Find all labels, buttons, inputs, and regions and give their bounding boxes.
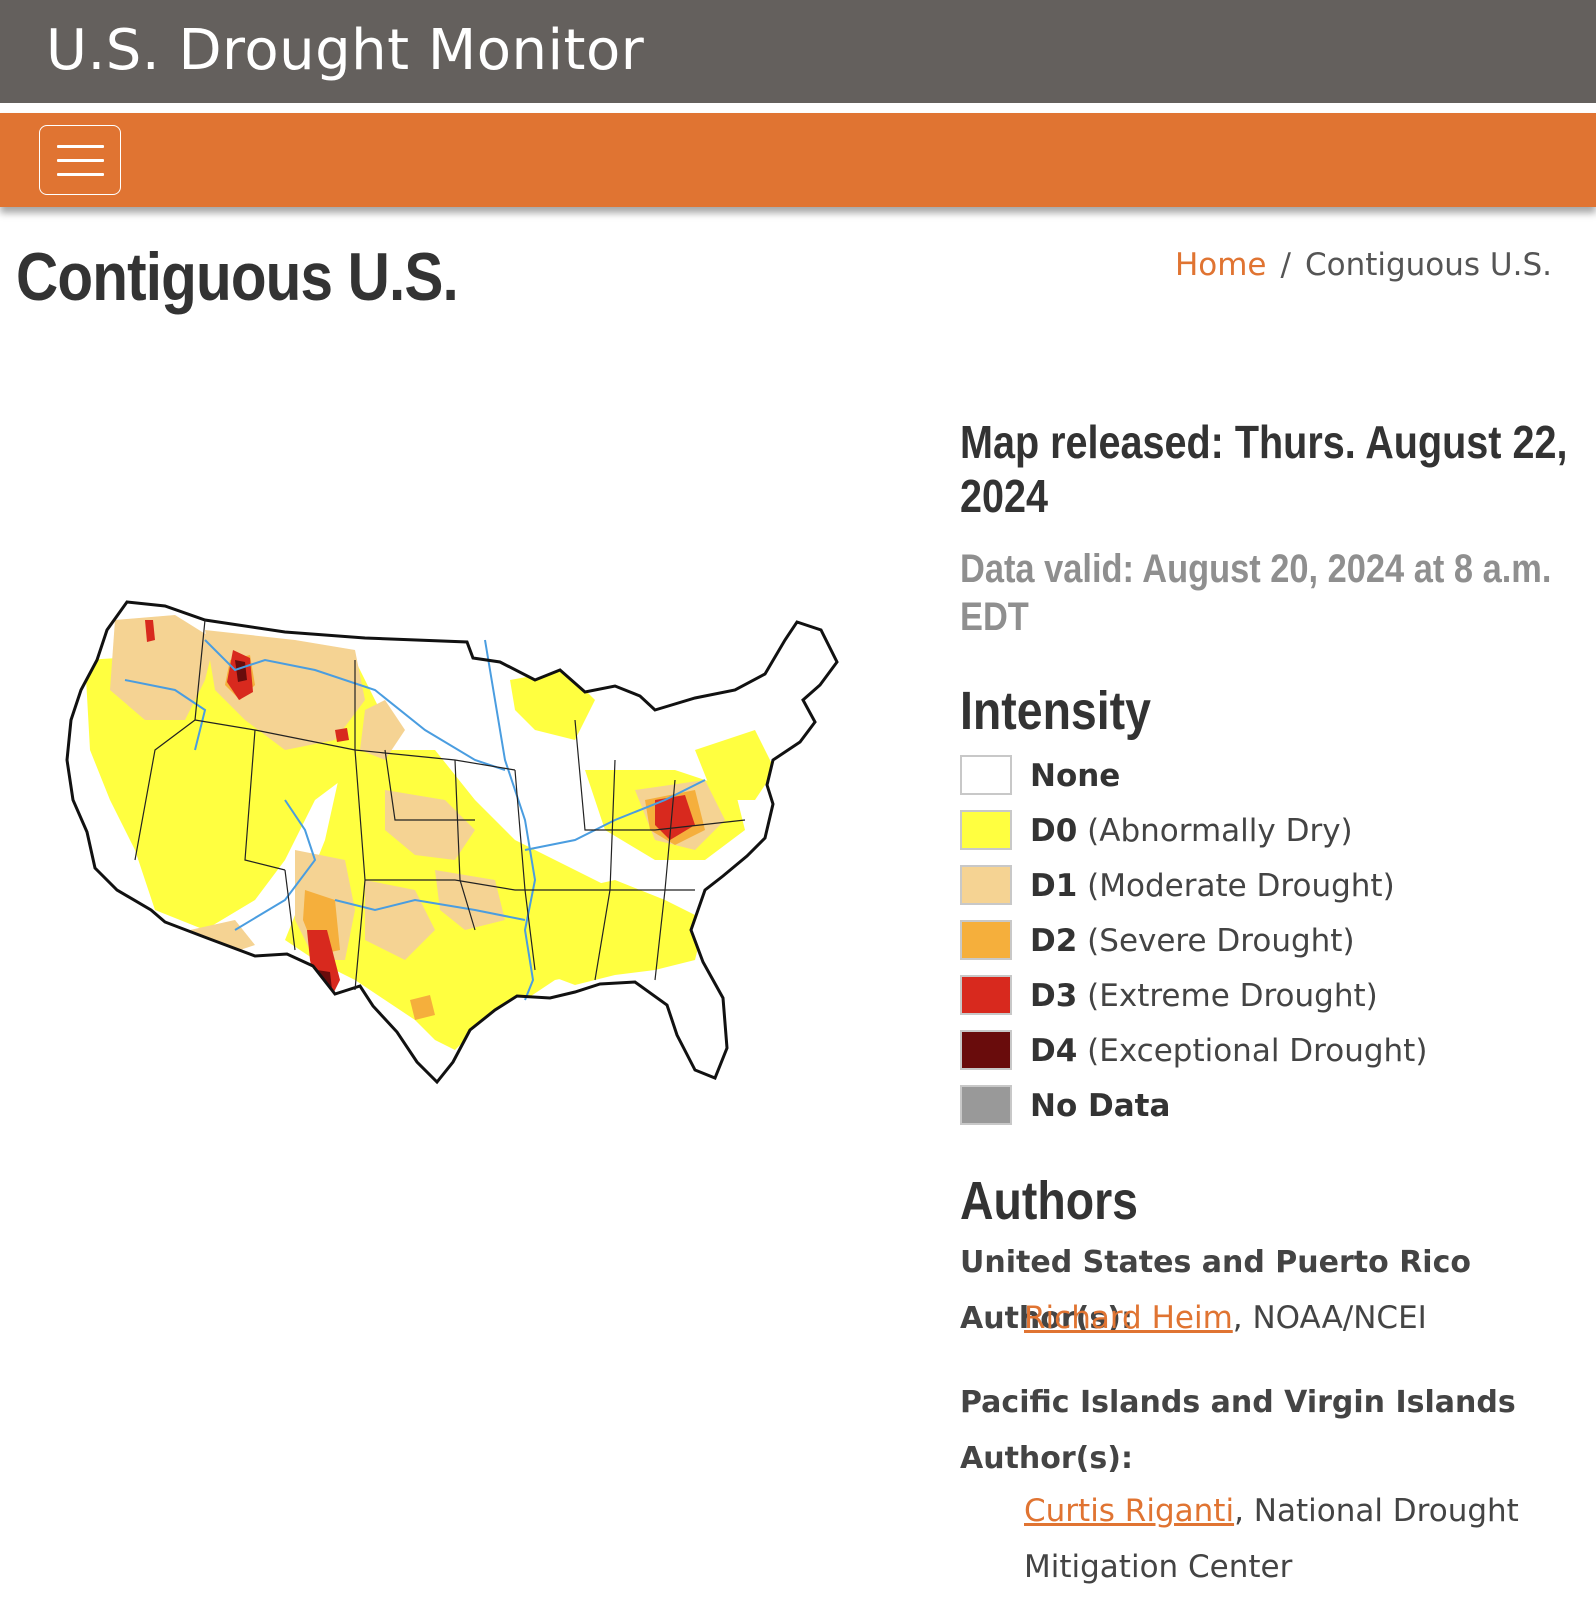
breadcrumb-separator: / — [1280, 247, 1291, 283]
rivers — [124, 639, 706, 1001]
legend-label: D0 (Abnormally Dry) — [1030, 813, 1353, 849]
pacific-heading-line-1: Pacific Islands and Virgin Islands — [960, 1385, 1516, 1420]
legend-label: D1 (Moderate Drought) — [1030, 868, 1395, 904]
released-line-1: Map released: Thurs. August 22, — [960, 416, 1568, 468]
site-title[interactable]: U.S. Drought Monitor — [46, 18, 645, 83]
breadcrumb-current: Contiguous U.S. — [1304, 247, 1552, 283]
us-outline — [65, 600, 839, 1085]
legend-swatch — [960, 1030, 1012, 1070]
pacific-author-org: , National Drought — [1234, 1493, 1519, 1529]
legend-swatch — [960, 755, 1012, 795]
pacific-authors-heading: Pacific Islands and Virgin Islands Autho… — [960, 1375, 1516, 1487]
us-author: Richard Heim, NOAA/NCEI — [1024, 1290, 1427, 1346]
breadcrumb-home-link[interactable]: Home — [1174, 247, 1267, 283]
legend-swatch — [960, 975, 1012, 1015]
hamburger-menu-icon[interactable] — [39, 125, 121, 195]
nav-bar — [0, 113, 1596, 207]
us-author-org: , NOAA/NCEI — [1232, 1300, 1427, 1336]
legend-label: None — [1030, 758, 1121, 794]
us-authors-heading: United States and Puerto Rico Author(s): — [960, 1245, 1471, 1336]
valid-line-2: EDT — [960, 595, 1029, 639]
drought-map[interactable] — [55, 600, 875, 1120]
site-header: U.S. Drought Monitor — [0, 0, 1596, 108]
released-line-2: 2024 — [960, 470, 1049, 522]
page-title: Contiguous U.S. — [16, 239, 459, 315]
state-borders — [134, 619, 746, 991]
map-released-date: Map released: Thurs. August 22, 2024 — [960, 415, 1567, 523]
pacific-author: Curtis Riganti, National Drought Mitigat… — [1024, 1483, 1519, 1595]
legend-label: D3 (Extreme Drought) — [1030, 978, 1378, 1014]
legend-label: D2 (Severe Drought) — [1030, 923, 1355, 959]
intensity-heading: Intensity — [960, 681, 1151, 741]
pacific-author-link[interactable]: Curtis Riganti — [1024, 1493, 1235, 1529]
legend-swatch — [960, 920, 1012, 960]
legend-label: D4 (Exceptional Drought) — [1030, 1033, 1428, 1069]
menu-bar-middle — [57, 159, 104, 162]
legend-label: No Data — [1030, 1088, 1171, 1124]
breadcrumb: Home / Contiguous U.S. — [1175, 247, 1552, 283]
legend-swatch — [960, 1085, 1012, 1125]
drought-map-svg — [65, 600, 839, 1085]
valid-line-1: Data valid: August 20, 2024 at 8 a.m. — [960, 547, 1552, 591]
us-author-link[interactable]: Richard Heim — [1024, 1300, 1233, 1336]
legend-swatch — [960, 865, 1012, 905]
pacific-author-org-line-2: Mitigation Center — [1024, 1549, 1293, 1585]
authors-heading: Authors — [960, 1171, 1139, 1231]
menu-bar-bottom — [57, 173, 104, 176]
legend-swatch — [960, 810, 1012, 850]
pacific-heading-line-2: Author(s): — [960, 1441, 1133, 1476]
data-valid-date: Data valid: August 20, 2024 at 8 a.m. ED… — [960, 545, 1551, 641]
menu-bar-top — [57, 145, 104, 148]
